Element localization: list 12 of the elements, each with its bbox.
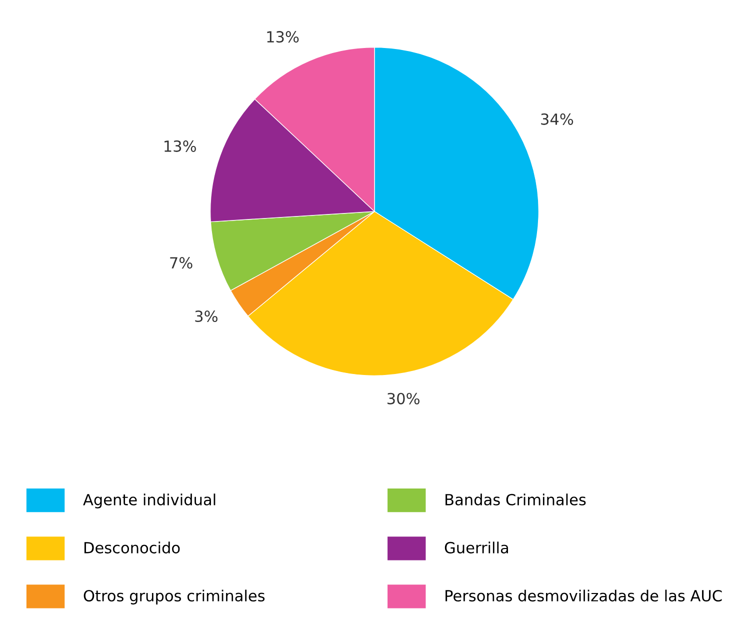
legend-label: Personas desmovilizadas de las AUC [446, 590, 722, 602]
legend-label: Otros grupos criminales [84, 590, 265, 604]
data-label: 34% [541, 113, 574, 125]
legend-label: Bandas Criminales [446, 494, 586, 506]
data-label: 13% [267, 31, 299, 43]
legend-label: Desconocido [84, 542, 180, 554]
data-label: 13% [164, 140, 196, 152]
data-label: 30% [388, 392, 420, 404]
data-label: 7% [170, 257, 192, 269]
legend-label: Agente individual [83, 494, 216, 508]
legend-label: Guerrilla [444, 542, 508, 554]
data-label: 3% [195, 310, 218, 322]
